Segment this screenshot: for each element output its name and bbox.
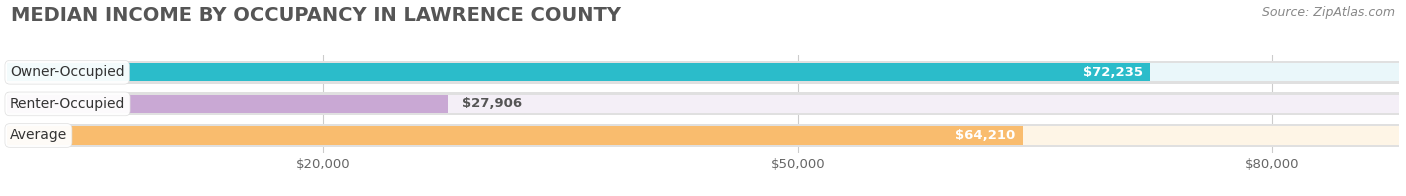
Text: Average: Average [10,129,67,142]
Bar [7,95,1399,113]
Bar [7,95,449,113]
Bar [7,126,1399,145]
Text: MEDIAN INCOME BY OCCUPANCY IN LAWRENCE COUNTY: MEDIAN INCOME BY OCCUPANCY IN LAWRENCE C… [11,6,621,25]
Text: $27,906: $27,906 [463,97,523,110]
Bar [7,93,1399,115]
Bar [7,124,1399,147]
Text: $64,210: $64,210 [956,129,1015,142]
Text: Owner-Occupied: Owner-Occupied [10,65,125,79]
Bar [7,126,1022,145]
Bar [7,61,1399,84]
Text: Source: ZipAtlas.com: Source: ZipAtlas.com [1261,6,1395,19]
Bar [7,63,1150,81]
Bar [7,63,1399,81]
Text: $72,235: $72,235 [1083,66,1143,79]
Text: Renter-Occupied: Renter-Occupied [10,97,125,111]
